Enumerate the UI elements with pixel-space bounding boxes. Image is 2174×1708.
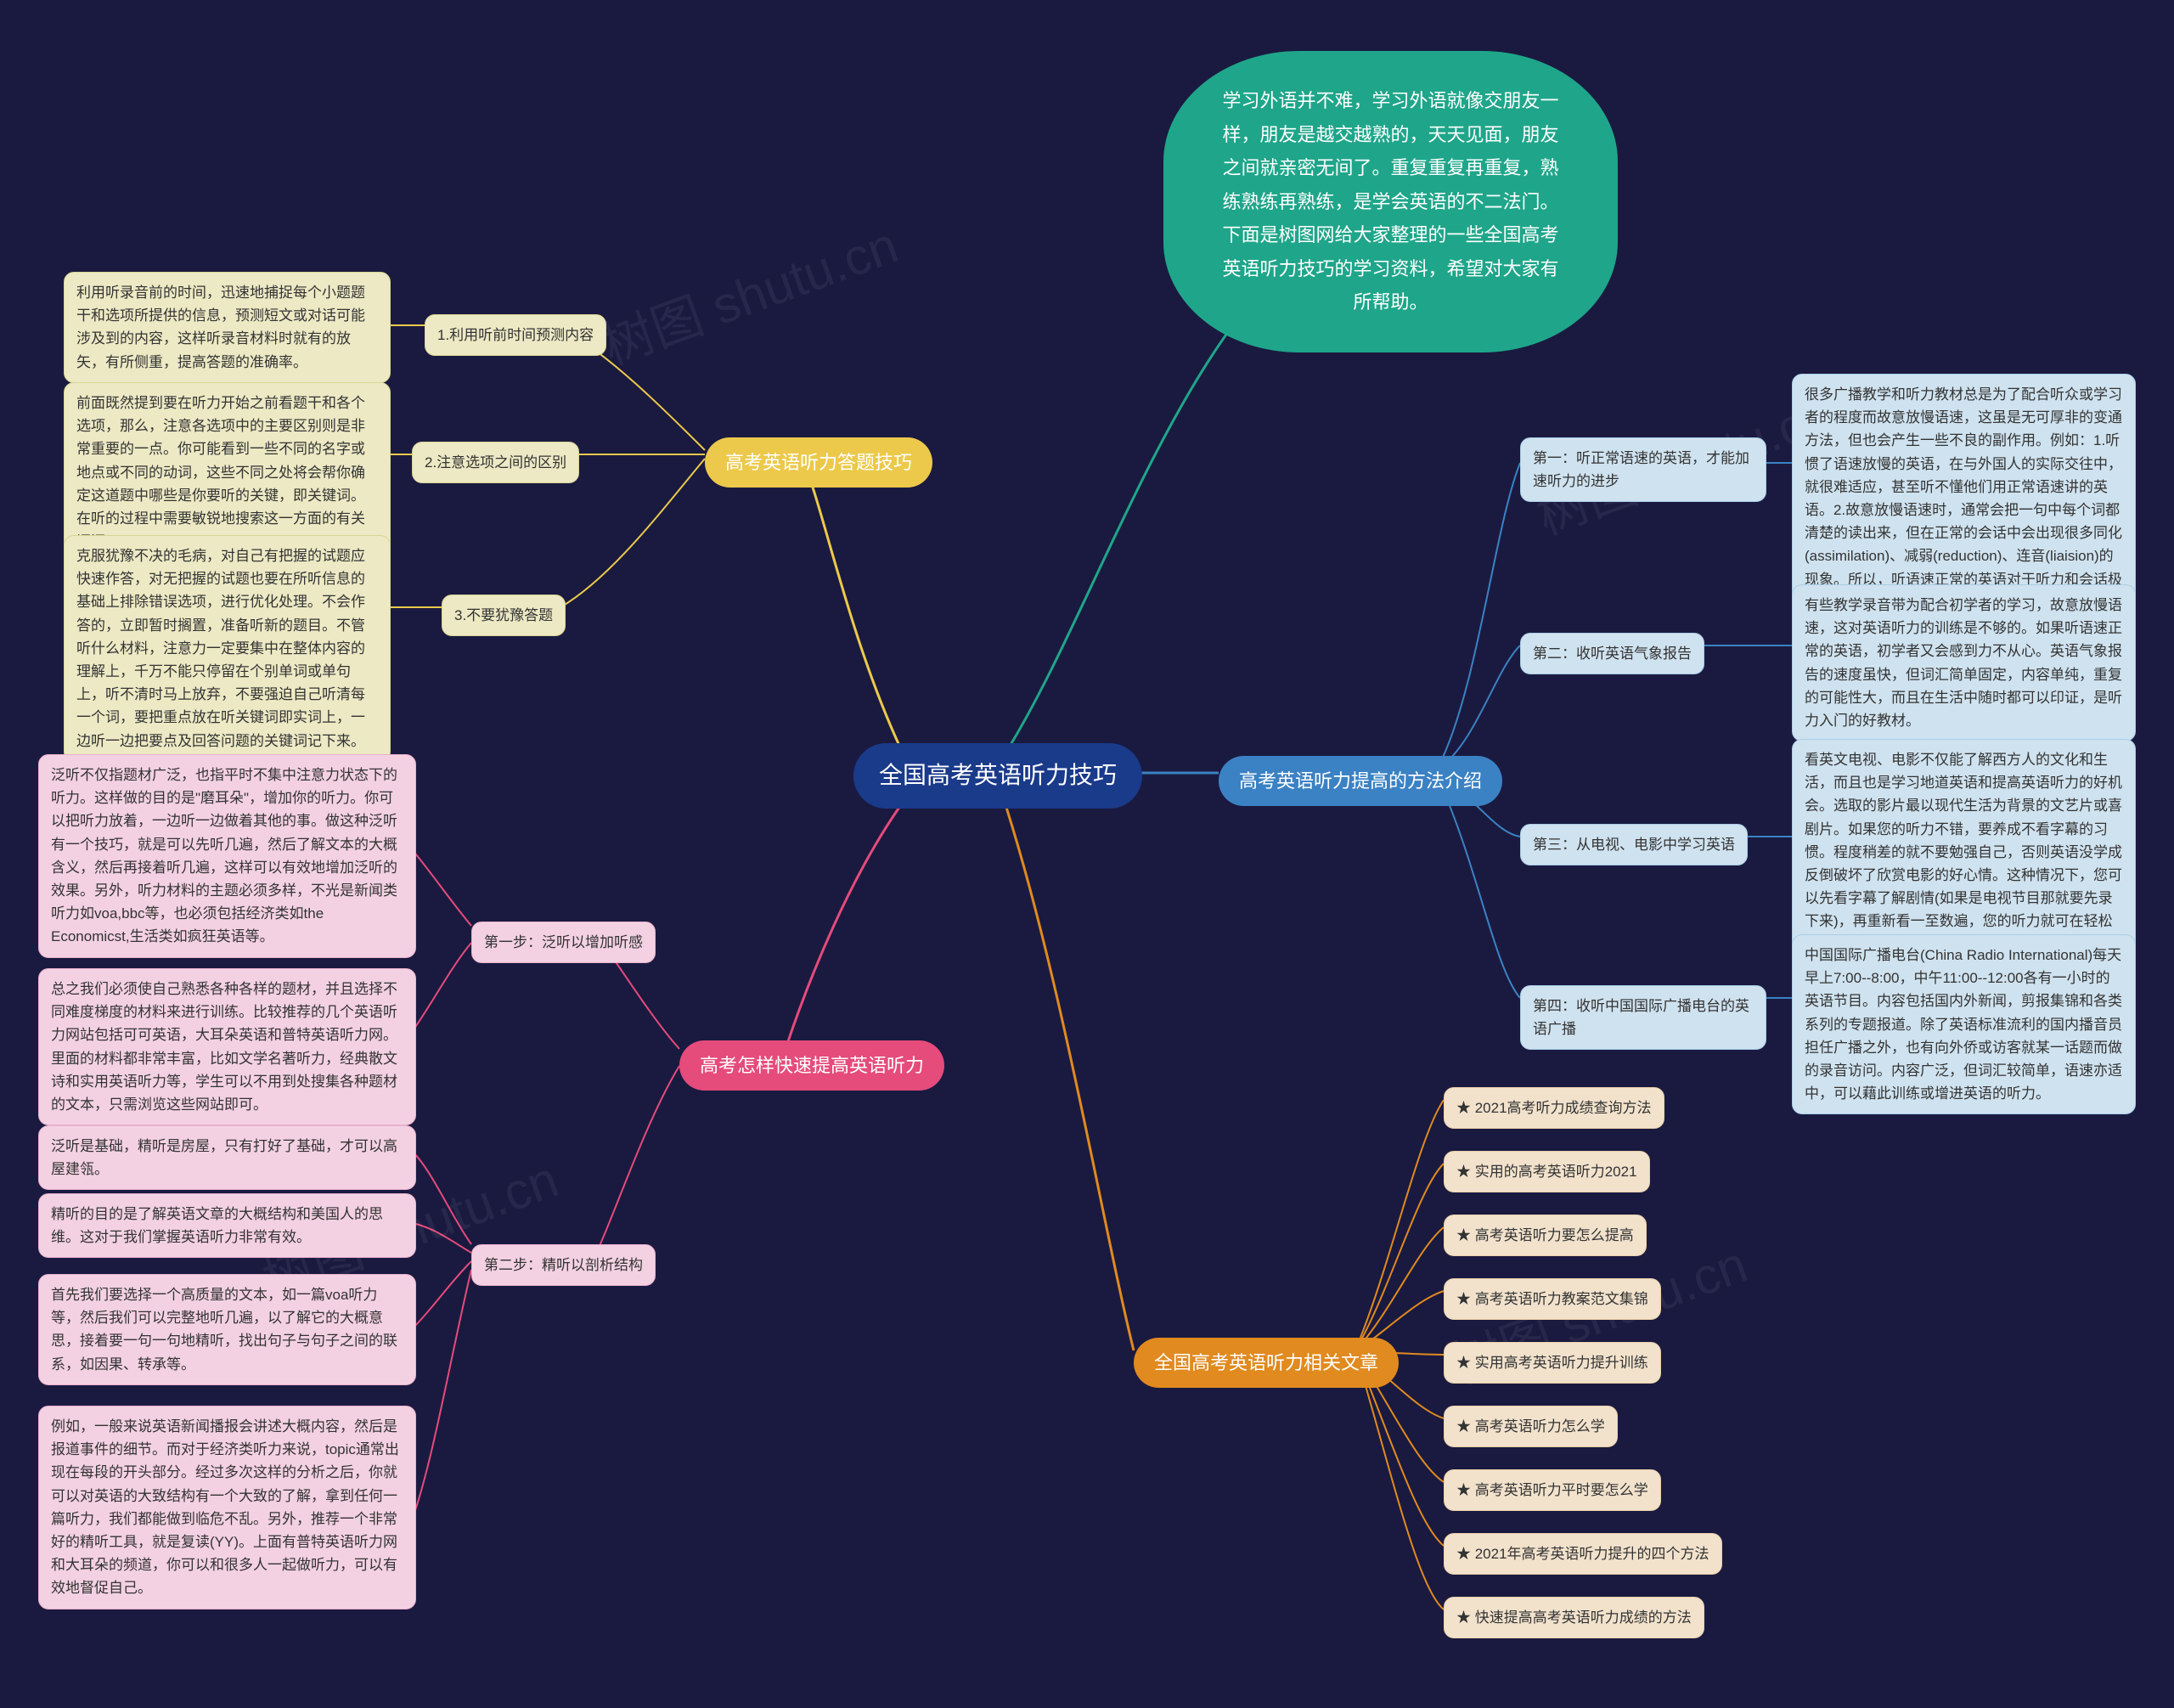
related-article-6: ★ 高考英语听力怎么学 xyxy=(1444,1406,1618,1447)
fast-step-1-text-1: 泛听不仅指题材广泛，也指平时不集中注意力状态下的听力。这样做的目的是"磨耳朵"，… xyxy=(38,754,416,958)
fast-step-2-label: 第二步：精听以剖析结构 xyxy=(471,1244,656,1286)
answer-skill-1-label: 1.利用听前时间预测内容 xyxy=(425,314,606,356)
related-article-8: ★ 2021年高考英语听力提升的四个方法 xyxy=(1444,1533,1722,1575)
fast-step-2-text-4: 例如，一般来说英语新闻播报会讲述大概内容，然后是报道事件的细节。而对于经济类听力… xyxy=(38,1406,416,1609)
answer-skill-3-text: 克服犹豫不决的毛病，对自己有把握的试题应快速作答，对无把握的试题也要在所听信息的… xyxy=(64,535,391,762)
center-node: 全国高考英语听力技巧 xyxy=(853,743,1142,809)
intro-node: 学习外语并不难，学习外语就像交朋友一样，朋友是越交越熟的，天天见面，朋友之间就亲… xyxy=(1163,51,1618,352)
related-articles-title: 全国高考英语听力相关文章 xyxy=(1134,1338,1399,1388)
related-article-2: ★ 实用的高考英语听力2021 xyxy=(1444,1151,1650,1192)
related-article-3: ★ 高考英语听力要怎么提高 xyxy=(1444,1215,1647,1256)
improve-method-4-text: 中国国际广播电台(China Radio International)每天早上7… xyxy=(1792,934,2136,1114)
related-article-4: ★ 高考英语听力教案范文集锦 xyxy=(1444,1278,1661,1320)
related-article-5: ★ 实用高考英语听力提升训练 xyxy=(1444,1342,1661,1384)
answer-skill-3-label: 3.不要犹豫答题 xyxy=(442,595,566,636)
related-article-7: ★ 高考英语听力平时要怎么学 xyxy=(1444,1469,1661,1511)
fast-step-1-text-2: 总之我们必须使自己熟悉各种各样的题材，并且选择不同难度梯度的材料来进行训练。比较… xyxy=(38,968,416,1125)
related-article-1: ★ 2021高考听力成绩查询方法 xyxy=(1444,1087,1664,1129)
answer-skill-1-text: 利用听录音前的时间，迅速地捕捉每个小题题干和选项所提供的信息，预测短文或对话可能… xyxy=(64,272,391,383)
fast-improve-title: 高考怎样快速提高英语听力 xyxy=(679,1040,944,1091)
answer-skills-title: 高考英语听力答题技巧 xyxy=(705,437,932,488)
related-article-9: ★ 快速提高高考英语听力成绩的方法 xyxy=(1444,1597,1704,1638)
fast-step-2-text-1: 泛听是基础，精听是房屋，只有打好了基础，才可以高屋建瓴。 xyxy=(38,1125,416,1190)
improve-method-4-label: 第四：收听中国国际广播电台的英语广播 xyxy=(1520,985,1766,1050)
improve-method-1-label: 第一：听正常语速的英语，才能加速听力的进步 xyxy=(1520,437,1766,502)
improve-method-3-label: 第三：从电视、电影中学习英语 xyxy=(1520,824,1748,865)
improve-method-3-text: 看英文电视、电影不仅能了解西方人的文化和生活，而且也是学习地道英语和提高英语听力… xyxy=(1792,739,2136,966)
improve-method-2-label: 第二：收听英语气象报告 xyxy=(1520,633,1704,674)
improve-method-2-text: 有些教学录音带为配合初学者的学习，故意放慢语速，这对英语听力的训练是不够的。如果… xyxy=(1792,584,2136,741)
fast-step-1-label: 第一步：泛听以增加听感 xyxy=(471,922,656,963)
fast-step-2-text-2: 精听的目的是了解英语文章的大概结构和美国人的思维。这对于我们掌握英语听力非常有效… xyxy=(38,1193,416,1258)
fast-step-2-text-3: 首先我们要选择一个高质量的文本，如一篇voa听力等，然后我们可以完整地听几遍，以… xyxy=(38,1274,416,1385)
answer-skill-2-label: 2.注意选项之间的区别 xyxy=(412,442,579,483)
improve-methods-title: 高考英语听力提高的方法介绍 xyxy=(1219,756,1502,806)
